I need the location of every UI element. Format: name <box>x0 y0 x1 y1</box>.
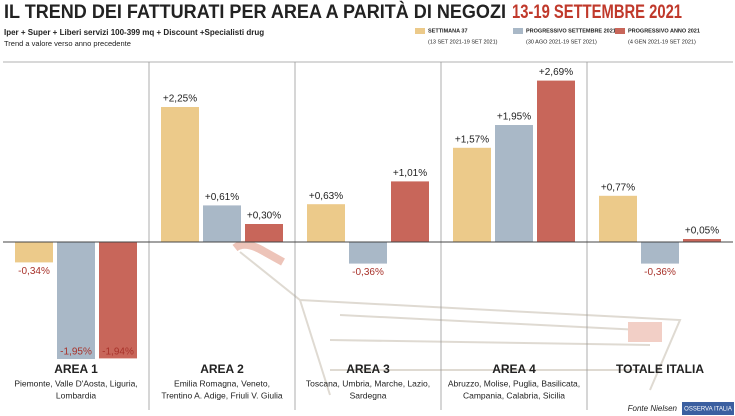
x-tick-label: AREA 2 <box>200 362 244 376</box>
value-label: +0,61% <box>205 192 239 203</box>
value-label: +0,63% <box>309 191 343 202</box>
legend-period: (30 AGO 2021-19 SET 2021) <box>526 39 597 45</box>
logo: OSSERVA ITALIA <box>684 407 732 413</box>
category-note: Trentino A. Adige, Friuli V. Giulia <box>161 390 283 400</box>
bar <box>15 242 53 263</box>
bar <box>245 224 283 242</box>
bar <box>203 205 241 242</box>
value-label: -1,94% <box>102 347 134 358</box>
x-tick-label: AREA 4 <box>492 362 536 376</box>
category-note: Toscana, Umbria, Marche, Lazio, <box>306 378 430 388</box>
value-label: +0,77% <box>601 182 635 193</box>
subtitle: Trend a valore verso anno precedente <box>4 39 131 48</box>
x-tick-label: AREA 1 <box>54 362 98 376</box>
category-note: Campania, Calabria, Sicilia <box>463 390 565 400</box>
legend-swatch <box>615 28 625 34</box>
legend-label: PROGRESSIVO ANNO 2021 <box>628 28 700 34</box>
category-note: Sardegna <box>350 390 387 400</box>
x-tick-label: AREA 3 <box>346 362 390 376</box>
logo-box <box>682 402 734 415</box>
bar <box>683 239 721 242</box>
bar <box>391 181 429 242</box>
bar <box>161 107 199 242</box>
bar <box>453 147 491 242</box>
value-label: +2,25% <box>163 94 197 105</box>
bar <box>537 80 575 242</box>
value-label: +0,30% <box>247 211 281 222</box>
legend-label: PROGRESSIVO SETTEMBRE 2021 <box>526 28 616 34</box>
value-label: +1,95% <box>497 112 531 123</box>
value-label: +2,69% <box>539 67 573 78</box>
chart-title-period: 13-19 SETTEMBRE 2021 <box>512 2 682 23</box>
legend-swatch <box>513 28 523 34</box>
bar <box>349 242 387 264</box>
bar <box>495 125 533 242</box>
value-label: -0,36% <box>644 267 676 278</box>
value-label: -0,36% <box>352 267 384 278</box>
category-note: Piemonte, Valle D'Aosta, Liguria, <box>14 378 137 388</box>
value-label: +1,01% <box>393 168 427 179</box>
value-label: +1,57% <box>455 134 489 145</box>
bar <box>599 195 637 242</box>
source: Fonte Nielsen <box>628 404 678 413</box>
value-label: +0,05% <box>685 226 719 237</box>
cart-illustration <box>232 240 682 396</box>
legend-label: SETTIMANA 37 <box>428 28 468 34</box>
bar <box>641 242 679 264</box>
category-note: Abruzzo, Molise, Puglia, Basilicata, <box>448 378 580 388</box>
legend-period: (13 SET 2021-19 SET 2021) <box>428 39 498 45</box>
legend-period: (4 GEN 2021-19 SET 2021) <box>628 39 696 45</box>
chart-title: IL TREND DEI FATTURATI PER AREA A PARITÀ… <box>4 1 506 23</box>
bar <box>57 242 95 359</box>
value-label: -1,95% <box>60 347 92 358</box>
legend-swatch <box>415 28 425 34</box>
bar <box>307 204 345 242</box>
category-note: Emilia Romagna, Veneto, <box>174 378 270 388</box>
subtitle: Iper + Super + Liberi servizi 100-399 mq… <box>4 28 264 37</box>
category-note: Lombardia <box>56 390 96 400</box>
value-label: -0,34% <box>18 266 50 277</box>
bar <box>99 242 137 359</box>
x-tick-label: TOTALE ITALIA <box>616 362 704 376</box>
